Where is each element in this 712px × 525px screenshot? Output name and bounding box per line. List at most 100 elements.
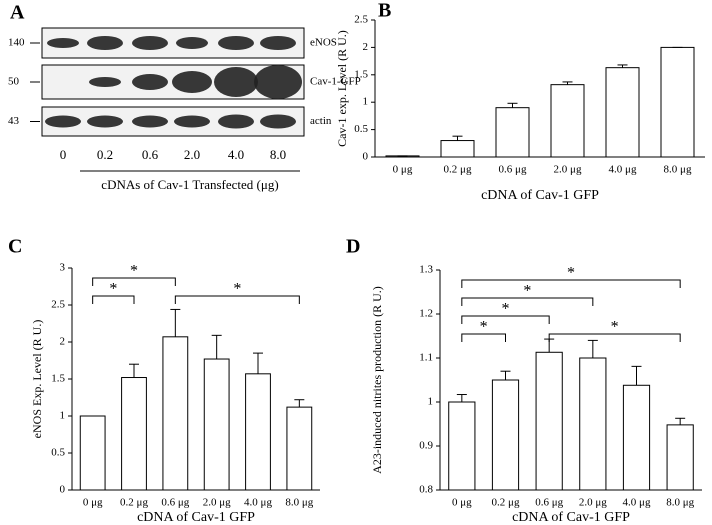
- band: [172, 71, 212, 93]
- x-tick-label: 0.6 μg: [499, 164, 527, 176]
- bar: [535, 351, 563, 491]
- band: [174, 115, 210, 128]
- significance-label: *: [130, 263, 138, 280]
- x-tick-label: 4.0 μg: [609, 164, 637, 176]
- significance-bracket: [461, 297, 594, 306]
- y-axis-label: A23-induced nitrites production (R U.): [370, 286, 384, 474]
- lane-label: 0: [60, 147, 67, 162]
- lane-label: 8.0: [270, 147, 286, 162]
- x-tick-label: 8.0 μg: [664, 164, 692, 176]
- bar: [203, 358, 230, 491]
- significance-label: *: [109, 281, 117, 298]
- band: [176, 37, 208, 49]
- significance-bracket: [92, 277, 176, 286]
- significance-label: *: [611, 319, 619, 336]
- significance-bracket: [461, 333, 506, 342]
- y-tick-label: 1.5: [51, 373, 65, 385]
- band: [260, 36, 296, 50]
- y-tick-label: 1.5: [354, 68, 368, 80]
- significance-label: *: [567, 265, 575, 282]
- bar: [121, 377, 147, 491]
- x-tick-label: 0 μg: [393, 164, 413, 176]
- x-tick-label: 4.0 μg: [623, 497, 651, 509]
- panel-label: C: [8, 236, 22, 258]
- mw-label: 140: [8, 37, 25, 49]
- significance-label: *: [523, 283, 531, 300]
- panel-label: B: [378, 0, 391, 22]
- band: [47, 38, 79, 48]
- bar: [579, 357, 607, 491]
- x-tick-label: 0 μg: [83, 497, 103, 509]
- y-tick-label: 1.2: [419, 308, 433, 320]
- bar: [440, 140, 475, 158]
- bar: [550, 84, 585, 158]
- bar: [448, 401, 476, 491]
- significance-bracket: [461, 279, 681, 288]
- band: [132, 115, 168, 128]
- bar: [660, 46, 695, 158]
- bar: [79, 415, 106, 491]
- band: [214, 67, 258, 97]
- y-tick-label: 1: [428, 396, 434, 408]
- y-tick-label: 0.9: [419, 440, 433, 452]
- y-tick-label: 0: [60, 484, 66, 496]
- lane-label: 0.6: [142, 147, 159, 162]
- band: [87, 115, 123, 128]
- x-tick-label: 2.0 μg: [554, 164, 582, 176]
- band: [132, 36, 168, 50]
- significance-label: *: [480, 319, 488, 336]
- significance-label: *: [502, 301, 510, 318]
- bar: [162, 336, 189, 491]
- significance-bracket: [461, 315, 550, 324]
- band: [87, 36, 123, 50]
- lane-label: 4.0: [228, 147, 244, 162]
- panel-label: A: [10, 2, 25, 24]
- lane-label: 2.0: [184, 147, 200, 162]
- mw-label: 50: [8, 76, 20, 88]
- bar: [495, 107, 530, 158]
- x-tick-label: 2.0 μg: [203, 497, 231, 509]
- row-label: actin: [310, 115, 332, 127]
- x-tick-label: 0.6 μg: [535, 497, 563, 509]
- significance-bracket: [174, 295, 300, 304]
- band: [218, 36, 254, 50]
- y-tick-label: 0.8: [419, 484, 433, 496]
- y-tick-label: 2.5: [51, 299, 65, 311]
- x-axis-label: cDNA of Cav-1 GFP: [512, 510, 630, 525]
- x-tick-label: 2.0 μg: [579, 497, 607, 509]
- y-tick-label: 1: [363, 96, 369, 108]
- x-tick-label: 0.2 μg: [120, 497, 148, 509]
- y-axis-label: eNOS Exp. Level (R U.): [30, 320, 44, 439]
- y-tick-label: 2: [363, 41, 369, 53]
- y-tick-label: 1.3: [419, 264, 433, 276]
- x-tick-label: 8.0 μg: [285, 497, 313, 509]
- x-tick-label: 8.0 μg: [666, 497, 694, 509]
- bar: [491, 379, 520, 491]
- x-axis-label: cDNA of Cav-1 GFP: [481, 188, 599, 203]
- x-axis-label: cDNA of Cav-1 GFP: [137, 510, 255, 525]
- band: [132, 74, 168, 90]
- y-tick-label: 1.1: [419, 352, 433, 364]
- band: [260, 114, 296, 129]
- y-tick-label: 1: [60, 410, 66, 422]
- y-tick-label: 2: [60, 336, 66, 348]
- panel-label: D: [346, 236, 360, 258]
- y-tick-label: 0.5: [354, 123, 368, 135]
- x-tick-label: 0.6 μg: [161, 497, 189, 509]
- bar: [666, 424, 694, 491]
- band: [254, 65, 302, 99]
- blot-xlabel: cDNAs of Cav-1 Transfected (μg): [101, 177, 278, 192]
- row-label: Cav-1-GFP: [310, 76, 361, 88]
- y-tick-label: 0: [363, 151, 369, 163]
- y-tick-label: 2.5: [354, 14, 368, 26]
- x-tick-label: 0 μg: [452, 497, 472, 509]
- y-tick-label: 0.5: [51, 447, 65, 459]
- significance-label: *: [233, 281, 241, 298]
- x-tick-label: 0.2 μg: [492, 497, 520, 509]
- bar: [286, 406, 313, 491]
- row-label: eNOS: [310, 37, 337, 49]
- mw-label: 43: [8, 115, 20, 127]
- y-axis-label: Cav-1 exp. Level (R U.): [335, 30, 349, 147]
